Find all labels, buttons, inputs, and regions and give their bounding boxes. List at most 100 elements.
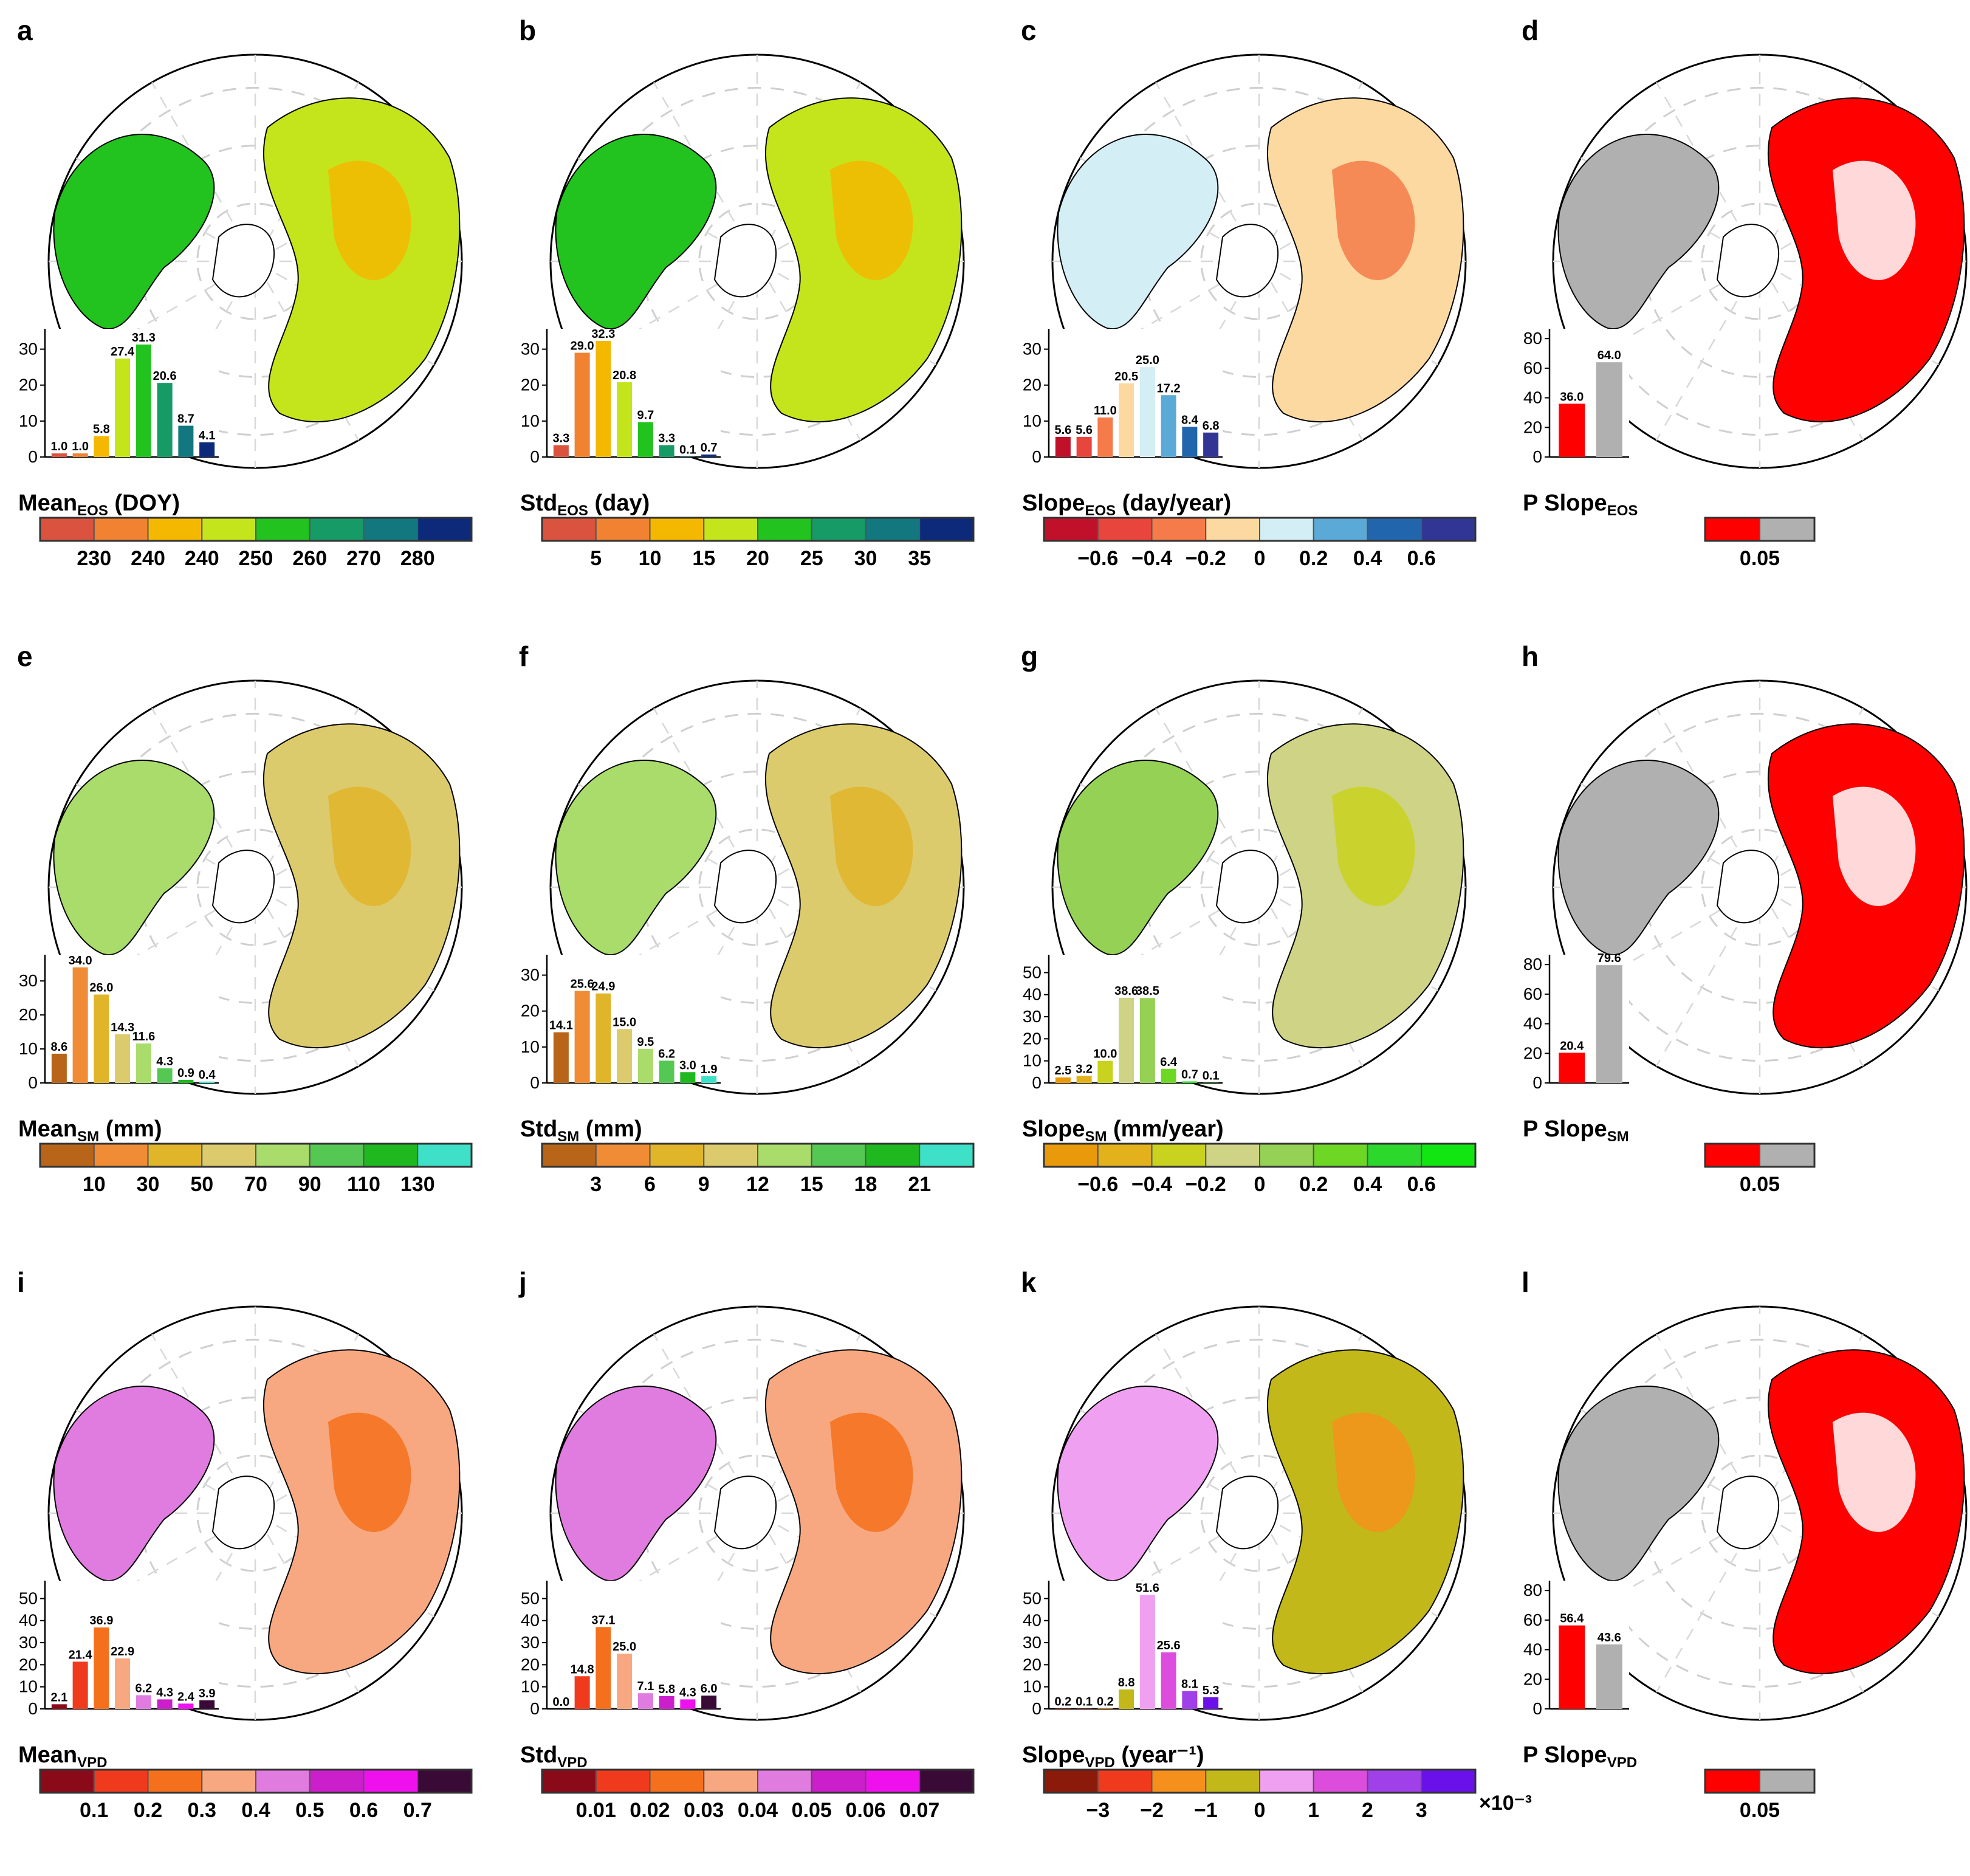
colorbar-segment [201,1143,256,1167]
north-america-landmass [555,1386,717,1582]
greenland-landmass [211,224,275,298]
y-tick-label: 0 [1032,1699,1042,1718]
north-america-landmass [555,134,717,330]
panel-j: j 0 10 20 30 40 50 0.0 14.8 37.1 25.0 7.1 5.8 4.3 6.0 S… [518,1266,975,1822]
colorbar-frame [541,1768,975,1794]
bar [178,1703,194,1709]
bar [199,442,215,457]
panel-g: g 0 10 20 30 40 50 2.5 3.210.0 38.638.5 6.40.7 0.1 S… [1021,641,1477,1196]
colorbar-tick-label: 0.6 [349,1799,378,1822]
colorbar-tick-label: 0.01 [576,1799,616,1822]
north-america-landmass [1557,134,1720,330]
colorbar-segment [1421,1769,1476,1793]
colorbar-segment [417,517,472,541]
colorbar-segment [1043,1769,1099,1793]
bar [680,456,696,457]
bar [553,445,569,457]
meridian-line [1655,1534,1749,1693]
bar-value-label: 0.7 [701,441,718,455]
colorbar-tick-label: 9 [698,1173,710,1196]
colorbar-frame [39,517,473,542]
colorbar-segment [1151,517,1207,541]
colorbar-segment [865,517,921,541]
bar [1182,1081,1198,1083]
y-tick-label: 20 [521,1655,540,1674]
colorbar-segment [147,1143,203,1167]
polar-map [1552,1305,1968,1721]
colorbar-segment [363,1143,419,1167]
title-main: Std [520,490,557,516]
title-main: P Slope [1523,1742,1607,1768]
title-rest: (day) [588,490,650,516]
bar-value-label: 7.1 [637,1680,654,1693]
bar [617,1654,633,1709]
y-tick-label: 30 [1023,1007,1042,1026]
colorbar-tick-label: 0.1 [80,1799,108,1822]
bar-value-label: 0.2 [1097,1695,1114,1708]
bar [1139,367,1155,457]
title-main: Slope [1022,1742,1085,1768]
bar [1055,1077,1071,1083]
colorbar-tick-label: −1 [1194,1799,1218,1822]
bar [1055,1708,1071,1709]
bar-value-label: 4.3 [679,1686,696,1699]
bar [1596,965,1622,1083]
meridian-line [1580,272,1739,366]
bar-value-label: 4.3 [156,1055,173,1068]
colorbar-tick-label: 0 [1254,1799,1266,1822]
colorbar-segment [1097,1769,1153,1793]
bar [1097,1708,1113,1709]
bar [595,993,611,1083]
colorbar-tick-label: 15 [800,1173,823,1196]
colorbar-exponent-label: ×10⁻³ [1479,1792,1532,1815]
colorbar-title: MeanSM (mm) [18,1116,162,1145]
y-tick-label: 30 [19,971,38,990]
colorbar-title: P SlopeEOS [1523,490,1638,519]
colorbar-tick-label: 30 [854,547,877,570]
colorbar-tick-label: 3 [1416,1799,1427,1822]
colorbar-tick-label: 130 [400,1173,435,1196]
bar-value-label: 8.7 [177,413,194,426]
colorbar-segment [1259,1143,1314,1167]
bar [115,358,131,457]
colorbar-tick-label: 0.2 [134,1799,162,1822]
colorbar-frame [1704,1142,1816,1168]
bar [72,1661,88,1709]
colorbar-segment [417,1143,472,1167]
colorbar-segment [595,1769,651,1793]
bar [72,453,88,457]
eurasia-region-shade [1833,160,1916,280]
north-america-landmass [555,760,717,956]
meridian-line [1079,898,1238,992]
bar-value-label: 38.6 [1114,984,1138,998]
title-main: Std [520,1116,557,1142]
y-tick-label: 20 [19,1655,38,1674]
colorbar-segment [93,1769,149,1793]
y-tick-label: 20 [1023,1655,1042,1674]
panel-letter: j [518,1266,527,1298]
colorbar-tick-label: 30 [137,1173,160,1196]
title-main: Std [520,1742,557,1768]
bar-value-label: 0.4 [199,1068,216,1082]
bar-value-label: 8.6 [50,1040,67,1054]
bar [574,352,590,457]
bar-value-label: 25.6 [571,978,594,991]
colorbar: 230 240 240 250 260 270 280 [39,517,473,570]
y-tick-label: 20 [521,1002,540,1020]
bar [51,1053,67,1083]
north-america-landmass [1557,1386,1720,1582]
colorbar-segment [1704,517,1760,541]
bar [1182,427,1198,457]
greenland-landmass [1716,1476,1780,1550]
y-tick-label: 0 [1032,1073,1042,1092]
bar [595,1627,611,1709]
y-tick-label: 20 [1523,1669,1542,1688]
colorbar-tick-label: 5 [590,547,602,570]
colorbar-title: MeanVPD [18,1742,108,1771]
title-rest: (day/year) [1116,490,1231,516]
bar [1139,998,1155,1083]
colorbar-segment [39,1143,95,1167]
bar-value-label: 20.8 [613,369,636,382]
bar-value-label: 38.5 [1136,984,1159,998]
